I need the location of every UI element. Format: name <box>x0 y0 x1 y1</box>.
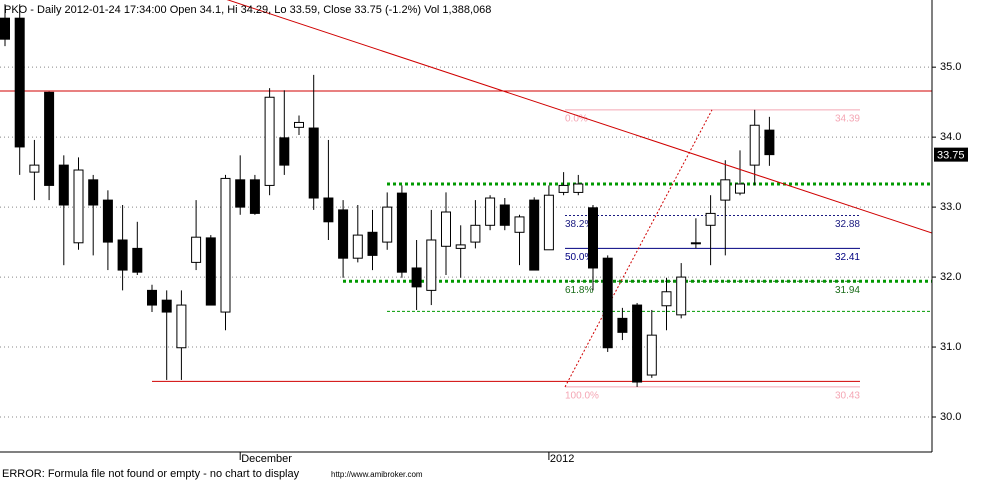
y-tick-label: 34.0 <box>940 131 961 143</box>
last-price-box <box>934 147 968 162</box>
candle-body <box>602 257 613 349</box>
candle-body <box>308 127 319 199</box>
candle-body <box>617 317 628 333</box>
candle-body <box>367 231 378 256</box>
y-tick-label: 33.0 <box>940 201 961 213</box>
y-tick-label: 30.0 <box>940 411 961 423</box>
candle-body <box>338 209 349 259</box>
candle-body <box>661 291 672 307</box>
candle-body <box>29 164 40 173</box>
x-tick-label: December <box>241 453 292 465</box>
fib-value: 34.39 <box>835 113 860 124</box>
candle-body <box>58 164 69 206</box>
candle-body <box>279 137 290 166</box>
candle-body <box>191 236 202 263</box>
candle-body <box>705 212 716 226</box>
candle-body <box>749 124 760 166</box>
candle-body <box>117 239 128 271</box>
y-tick-label: 32.0 <box>940 271 961 283</box>
candle-body <box>294 121 304 128</box>
candle-body <box>44 91 55 186</box>
candle-body <box>632 304 643 383</box>
candle-body <box>543 194 554 251</box>
candle-body <box>73 169 84 244</box>
candle-body <box>396 192 407 273</box>
plot-area: 0.0% 34.39 38.2% 32.88 50.0% 32.41 61.8% 31.94 1… <box>0 0 932 418</box>
candle-body <box>455 244 466 249</box>
watermark: http://www.amibroker.com <box>331 470 423 479</box>
candle-body <box>646 334 657 376</box>
candle-body <box>558 184 569 193</box>
fib-percent: 0.0% <box>565 113 588 124</box>
candle-body <box>147 289 157 306</box>
chart-title: PKO - Daily 2012-01-24 17:34:00 Open 34.… <box>4 4 491 16</box>
fib-value: 31.94 <box>835 285 860 296</box>
candle-body <box>323 197 334 223</box>
fib-value: 32.88 <box>835 219 860 230</box>
candle-body <box>176 304 187 349</box>
candle-body <box>573 183 584 193</box>
candle-body <box>470 224 481 243</box>
candle-body <box>88 179 99 206</box>
candle-body <box>720 179 731 201</box>
candle-body <box>514 216 525 233</box>
candle-body <box>352 234 363 259</box>
candle-body <box>205 237 216 306</box>
candle-body <box>0 17 10 40</box>
candle-body <box>161 299 172 313</box>
candle-body <box>764 129 775 156</box>
error-message: ERROR: Formula file not found or empty -… <box>2 468 300 480</box>
candle-body <box>588 207 598 269</box>
candle-body <box>690 242 701 245</box>
candle-body <box>102 199 113 243</box>
x-tick-label: 2012 <box>550 453 574 465</box>
candle-body <box>382 206 393 243</box>
candle-body <box>441 211 451 247</box>
y-tick-label: 31.0 <box>940 341 961 353</box>
candle-body <box>735 183 745 194</box>
fib-percent: 38.2% <box>565 219 593 230</box>
fib-percent: 50.0% <box>565 252 593 263</box>
candle-body <box>529 199 540 271</box>
candle-body <box>499 204 510 226</box>
candle-body <box>264 96 275 186</box>
y-tick-label: 35.0 <box>940 61 961 73</box>
fib-percent: 100.0% <box>565 391 599 402</box>
candle-body <box>426 239 437 291</box>
candle-body <box>485 197 496 226</box>
candle-body <box>220 177 231 313</box>
candle-body <box>14 17 25 148</box>
trendline <box>226 0 932 234</box>
candle-body <box>132 247 143 273</box>
last-price-label: 33.75 <box>937 150 965 162</box>
fib-value: 30.43 <box>835 391 860 402</box>
fib-value: 32.41 <box>835 252 860 263</box>
candle-body <box>411 267 422 288</box>
candle-body <box>676 276 687 316</box>
fib-diagonal <box>564 109 713 388</box>
fib-percent: 61.8% <box>565 285 593 296</box>
candle-body <box>235 179 246 208</box>
candle-body <box>249 179 260 214</box>
